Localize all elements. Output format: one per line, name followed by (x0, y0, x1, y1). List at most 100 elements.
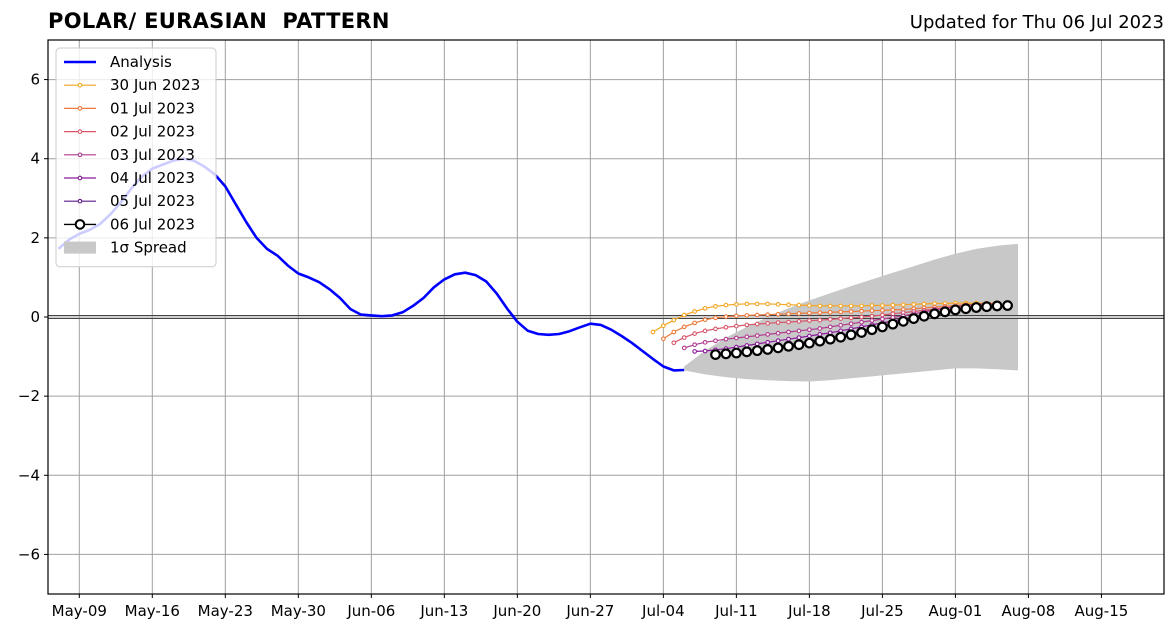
forecast-point (838, 322, 844, 328)
forecast-point (692, 349, 698, 354)
forecast-point (786, 319, 791, 325)
forecast-point (929, 308, 940, 320)
forecast-point (814, 335, 826, 347)
forecast-point (702, 328, 708, 334)
forecast-point (887, 318, 899, 330)
legend-item: 1σ Spread (64, 239, 187, 257)
legend-item: 01 Jul 2023 (64, 99, 195, 117)
forecast-point (807, 327, 812, 333)
forecast-point (824, 333, 836, 345)
forecast-point (775, 338, 781, 344)
forecast-point (981, 301, 993, 313)
forecast-point (723, 314, 729, 319)
forecast-point (796, 335, 802, 340)
legend-marker (77, 129, 83, 134)
legend-marker (74, 219, 86, 230)
forecast-point (950, 304, 961, 316)
chart-title: POLAR/ EURASIAN PATTERN (48, 9, 390, 33)
forecast-point (681, 324, 687, 330)
y-tick-label: 4 (30, 150, 40, 168)
legend-label: 06 Jul 2023 (110, 215, 195, 233)
forecast-point (876, 321, 888, 333)
forecast-point (650, 329, 656, 335)
forecast-point (817, 317, 823, 323)
forecast-point (772, 342, 784, 354)
forecast-point (838, 316, 844, 321)
forecast-point (710, 349, 721, 360)
legend-label: Analysis (110, 53, 172, 71)
forecast-point (775, 320, 781, 325)
legend-label: 03 Jul 2023 (110, 146, 195, 164)
legend-item: 02 Jul 2023 (64, 123, 195, 141)
forecast-point (939, 306, 951, 318)
forecast-point (681, 335, 687, 340)
forecast-point (869, 303, 875, 308)
forecast-point (817, 332, 823, 337)
forecast-point (713, 303, 718, 309)
legend-marker (77, 198, 83, 204)
forecast-point (713, 315, 718, 321)
forecast-point (908, 313, 920, 324)
legend-item: 06 Jul 2023 (64, 215, 195, 233)
forecast-point (775, 311, 781, 317)
legend-label: 04 Jul 2023 (110, 169, 195, 187)
forecast-point (807, 303, 812, 308)
x-tick-label: May-23 (198, 602, 253, 620)
forecast-point (838, 303, 844, 309)
forecast-point (702, 348, 708, 354)
forecast-point (754, 312, 760, 318)
forecast-point (890, 307, 896, 313)
forecast-point (796, 311, 802, 316)
forecast-point (880, 303, 885, 308)
forecast-point (671, 329, 677, 335)
forecast-point (817, 303, 823, 309)
forecast-point (702, 339, 708, 345)
forecast-point (775, 330, 781, 336)
forecast-point (723, 336, 729, 342)
x-tick-label: Jun-13 (419, 602, 468, 620)
forecast-point (859, 319, 864, 325)
forecast-point (807, 310, 812, 316)
forecast-point (765, 332, 771, 337)
forecast-point (754, 341, 760, 347)
forecast-point (775, 301, 781, 307)
forecast-point (730, 347, 742, 359)
forecast-point (734, 313, 739, 319)
legend-item: Analysis (64, 53, 172, 71)
legend-item: 04 Jul 2023 (64, 169, 195, 187)
forecast-point (880, 307, 885, 313)
forecast-point (692, 309, 698, 314)
forecast-point (723, 324, 729, 330)
forecast-point (900, 302, 906, 308)
x-tick-label: May-16 (125, 602, 180, 620)
x-tick-label: May-09 (52, 602, 107, 620)
x-tick-label: Jul-25 (860, 602, 904, 620)
forecast-point (866, 324, 878, 336)
forecast-point (744, 334, 750, 340)
legend-label: 05 Jul 2023 (110, 192, 195, 210)
forecast-point (827, 324, 833, 330)
forecast-point (869, 308, 875, 314)
forecast-point (848, 315, 854, 321)
x-tick-label: Jun-27 (565, 602, 614, 620)
forecast-point (796, 328, 802, 334)
forecast-point (793, 339, 805, 351)
x-tick-label: Aug-01 (929, 602, 983, 620)
forecast-point (807, 333, 812, 339)
legend-item: 03 Jul 2023 (64, 146, 195, 164)
forecast-point (880, 316, 885, 322)
forecast-point (991, 300, 1003, 312)
forecast-point (838, 309, 844, 315)
forecast-point (1002, 300, 1013, 311)
forecast-point (807, 318, 812, 323)
forecast-point (692, 320, 698, 326)
forecast-point (890, 302, 896, 308)
x-tick-label: Aug-15 (1075, 602, 1129, 620)
forecast-point (702, 305, 708, 311)
legend-marker (77, 82, 83, 88)
forecast-point (786, 329, 791, 335)
legend-swatch (64, 241, 96, 254)
forecast-point (744, 313, 750, 318)
forecast-point (671, 317, 677, 323)
